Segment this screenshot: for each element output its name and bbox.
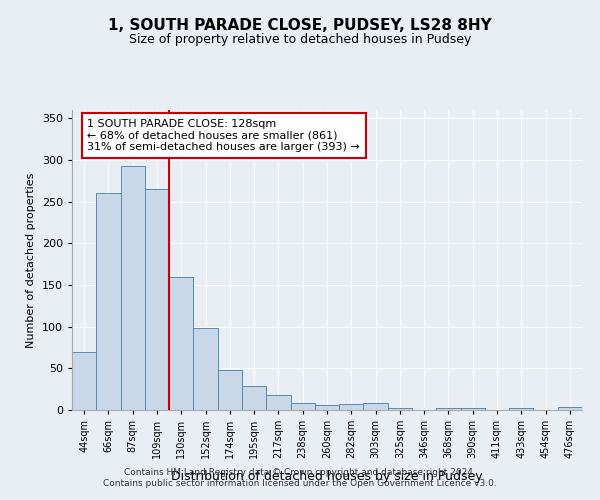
Bar bbox=[266, 395, 290, 410]
Bar bbox=[558, 406, 582, 410]
Bar bbox=[121, 166, 145, 410]
Bar bbox=[72, 352, 96, 410]
Bar bbox=[290, 402, 315, 410]
Text: Size of property relative to detached houses in Pudsey: Size of property relative to detached ho… bbox=[129, 32, 471, 46]
Bar bbox=[509, 408, 533, 410]
Bar bbox=[169, 276, 193, 410]
Bar bbox=[339, 404, 364, 410]
Bar bbox=[364, 404, 388, 410]
Y-axis label: Number of detached properties: Number of detached properties bbox=[26, 172, 36, 348]
Bar bbox=[242, 386, 266, 410]
Bar bbox=[96, 194, 121, 410]
Bar bbox=[461, 408, 485, 410]
Text: 1 SOUTH PARADE CLOSE: 128sqm
← 68% of detached houses are smaller (861)
31% of s: 1 SOUTH PARADE CLOSE: 128sqm ← 68% of de… bbox=[88, 119, 360, 152]
Bar bbox=[193, 328, 218, 410]
Bar bbox=[218, 370, 242, 410]
Bar bbox=[436, 408, 461, 410]
Bar bbox=[315, 405, 339, 410]
Bar bbox=[388, 408, 412, 410]
Text: Contains HM Land Registry data © Crown copyright and database right 2024.
Contai: Contains HM Land Registry data © Crown c… bbox=[103, 468, 497, 487]
Text: 1, SOUTH PARADE CLOSE, PUDSEY, LS28 8HY: 1, SOUTH PARADE CLOSE, PUDSEY, LS28 8HY bbox=[108, 18, 492, 32]
X-axis label: Distribution of detached houses by size in Pudsey: Distribution of detached houses by size … bbox=[171, 470, 483, 482]
Bar bbox=[145, 189, 169, 410]
